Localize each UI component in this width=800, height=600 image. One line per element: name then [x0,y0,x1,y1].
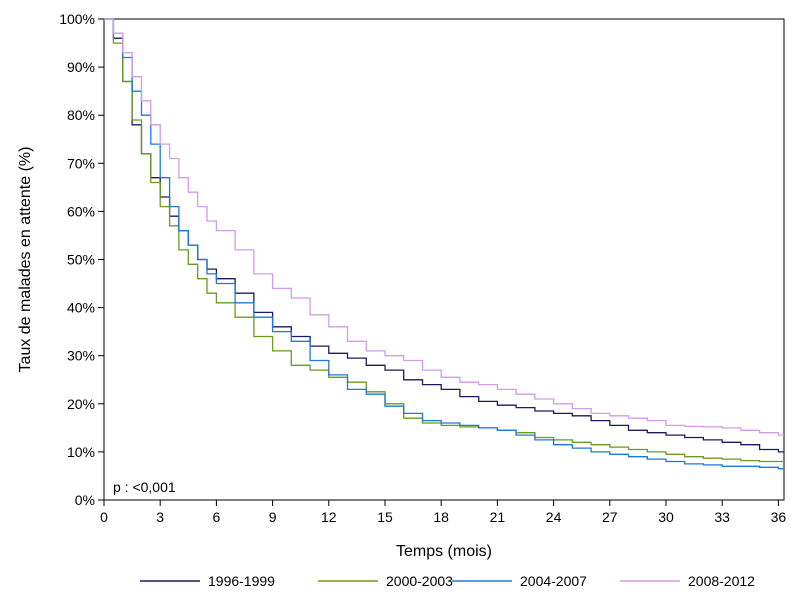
y-tick-label: 0% [75,492,95,508]
legend-item-label: 2008-2012 [688,573,755,589]
x-tick-label: 12 [321,509,337,525]
x-tick-label: 21 [490,509,506,525]
y-tick-label: 90% [67,59,95,75]
y-tick-label: 70% [67,155,95,171]
y-tick-label: 100% [59,11,95,27]
series-line-2008-2012 [104,18,784,436]
x-axis: 0 3 6 9 12 15 18 21 24 27 30 33 36 [100,500,786,525]
x-tick-label: 6 [212,509,220,525]
y-axis-title: Taux de malades en attente (%) [17,147,34,373]
legend-item-label: 2000-2003 [386,573,453,589]
y-tick-label: 20% [67,396,95,412]
y-tick-label: 10% [67,444,95,460]
series-lines [104,18,784,470]
y-tick-label: 40% [67,300,95,316]
p-value-annotation: p : <0,001 [113,479,176,495]
x-tick-label: 18 [433,509,449,525]
legend-item-label: 2004-2007 [520,573,587,589]
y-tick-label: 60% [67,203,95,219]
series-line-2004-2007 [104,18,784,470]
y-axis: 0% 10% 20% 30% 40% 50% 60% 70% 80% 90% 100% [59,11,104,508]
y-tick-label: 80% [67,107,95,123]
legend-item-label: 1996-1999 [208,573,275,589]
x-tick-label: 9 [269,509,277,525]
x-tick-label: 3 [156,509,164,525]
x-tick-label: 36 [771,509,787,525]
x-tick-label: 30 [658,509,674,525]
x-tick-label: 15 [377,509,393,525]
y-tick-label: 50% [67,252,95,268]
x-axis-title: Temps (mois) [396,543,492,560]
x-tick-label: 24 [546,509,562,525]
legend: 1996-1999 2000-2003 2004-2007 2008-2012 [140,573,755,589]
x-tick-label: 0 [100,509,108,525]
y-tick-label: 30% [67,348,95,364]
x-tick-label: 33 [714,509,730,525]
series-line-1996-1999 [104,18,784,453]
series-line-2000-2003 [104,18,784,463]
x-tick-label: 27 [602,509,618,525]
